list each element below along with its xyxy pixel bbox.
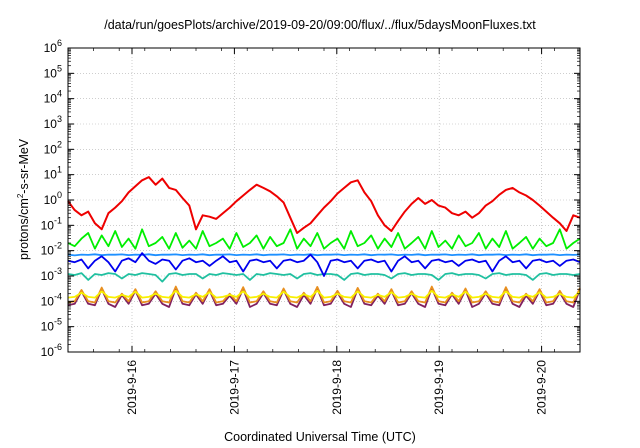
- y-tick-label: 103: [44, 114, 62, 131]
- y-tick-label: 104: [44, 89, 62, 106]
- y-tick-label: 101: [44, 165, 62, 182]
- x-axis-label: Coordinated Universal Time (UTC): [224, 430, 416, 444]
- x-tick-label: 2019-9-16: [125, 360, 139, 415]
- y-tick-label: 10-3: [41, 266, 62, 283]
- y-tick-label: 10-2: [41, 241, 62, 258]
- y-tick-label: 100: [44, 190, 62, 207]
- y-tick-label: 10-4: [41, 291, 62, 308]
- x-tick-label: 2019-9-20: [535, 360, 549, 415]
- series-line-blue: [67, 252, 581, 277]
- series-line-yellow: [67, 289, 581, 299]
- series-line-green: [67, 228, 581, 250]
- x-tick-label: 2019-9-18: [330, 360, 344, 415]
- y-tick-label: 105: [44, 63, 62, 80]
- y-ticks: 10-6 10-5 10-4 10-3 10-2 10-1 100 101 102 103 104 1…: [41, 38, 580, 359]
- y-tick-label: 106: [44, 38, 62, 55]
- series-line-dodger: [67, 253, 581, 257]
- grid-lines: [68, 48, 580, 352]
- y-tick-label: 10-6: [41, 342, 62, 359]
- x-tick-label: 2019-9-17: [227, 360, 241, 415]
- y-tick-label: 10-1: [41, 215, 62, 232]
- series-line-red: [67, 176, 581, 234]
- series-line-purple: [67, 287, 581, 308]
- y-tick-label: 102: [44, 139, 62, 156]
- x-tick-label: 2019-9-19: [432, 360, 446, 415]
- y-tick-label: 10-5: [41, 317, 62, 334]
- series-lines: [67, 176, 581, 308]
- x-ticks: 2019-9-16 2019-9-17 2019-9-18 2019-9-19 2019…: [67, 48, 581, 415]
- chart-title: /data/run/goesPlots/archive/2019-09-20/0…: [104, 18, 536, 32]
